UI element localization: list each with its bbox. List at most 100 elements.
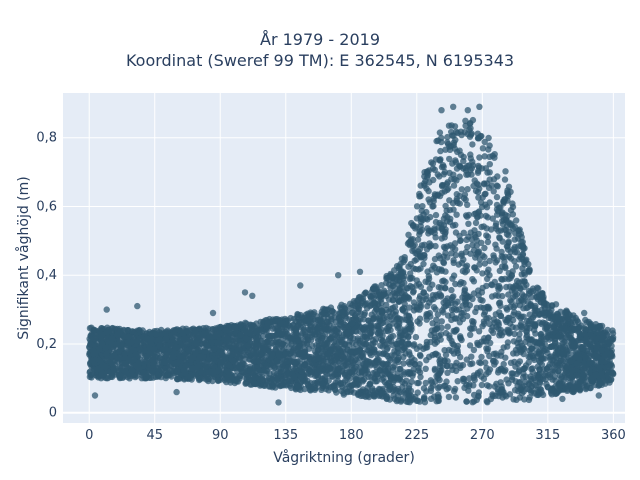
data-point [102,344,109,352]
data-point [501,176,509,183]
data-point [470,346,478,354]
data-point [235,363,243,370]
data-point [460,256,467,263]
data-point [373,285,380,292]
data-point [435,224,442,231]
data-point [391,395,398,403]
data-point [495,292,502,299]
data-point [482,190,489,197]
data-point [347,388,354,395]
data-point [577,345,585,352]
data-point [401,380,408,387]
data-point [423,357,430,364]
data-point [279,376,286,383]
data-point [501,368,508,375]
data-point [446,155,453,163]
data-point [394,345,402,352]
data-point [446,197,453,204]
data-point [367,362,374,369]
data-point [451,385,459,393]
data-point [311,309,318,316]
data-point [401,279,408,287]
data-point [156,341,163,348]
data-point [312,385,319,392]
data-point [449,275,456,282]
data-point [461,191,469,198]
data-point [413,256,420,263]
data-point [422,365,429,372]
data-point [519,265,526,272]
data-point [407,270,414,277]
data-point [525,267,532,274]
data-point [402,390,410,397]
data-point [316,316,323,323]
data-point [484,238,492,246]
data-point [339,362,347,369]
data-point [228,377,236,384]
data-point [555,313,562,320]
data-point [496,332,503,339]
data-point [422,215,429,222]
data-point [533,371,541,379]
data-point [512,263,520,270]
data-point [410,265,417,272]
data-point [102,363,109,371]
data-point [476,154,483,161]
data-point [245,373,252,380]
data-point [428,327,436,334]
data-point [587,384,594,392]
data-point [315,354,322,362]
data-point [320,358,327,365]
data-point [488,293,496,300]
data-point [499,209,506,216]
data-point [406,304,413,311]
data-point [389,290,396,298]
data-point [442,268,449,275]
data-point [513,217,520,224]
data-point [536,380,544,387]
data-point [577,385,584,393]
data-point [307,371,314,378]
data-point [477,304,485,311]
data-point [520,305,527,312]
data-point [378,390,385,397]
data-point [414,236,422,243]
data-point [171,367,178,374]
data-point [478,381,486,389]
data-point [294,311,302,319]
data-point [478,239,485,246]
data-point [148,331,155,338]
data-point [407,387,415,395]
data-point [518,323,525,330]
data-point [274,325,282,333]
data-point [196,345,203,352]
data-point [361,309,368,317]
data-point [399,339,407,346]
data-point [448,286,455,294]
data-point [475,208,483,215]
data-point [444,312,452,319]
data-point [425,187,432,195]
data-point [491,361,498,368]
data-point [134,351,142,358]
data-point [297,373,305,381]
data-point [609,370,616,377]
data-point [152,373,160,380]
data-point [495,227,502,235]
data-point [203,363,210,370]
data-point [86,373,94,381]
data-point [583,335,590,343]
data-point [338,309,345,316]
data-point [582,316,589,324]
data-point [458,186,465,193]
data-point [481,260,489,267]
data-point [512,346,520,354]
data-point [474,341,481,348]
data-point [475,389,483,396]
data-point [503,243,511,250]
data-point [326,336,333,343]
data-point [379,337,387,345]
data-point [301,378,308,385]
data-point [452,157,459,164]
data-point [242,380,249,387]
